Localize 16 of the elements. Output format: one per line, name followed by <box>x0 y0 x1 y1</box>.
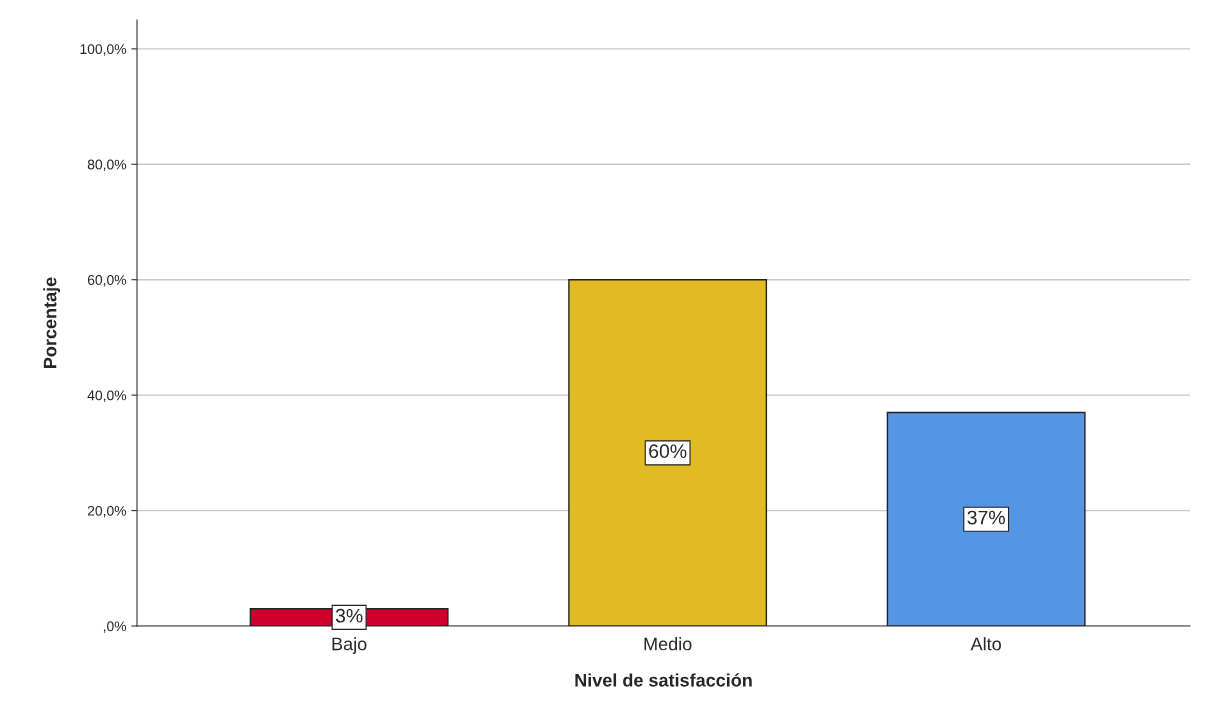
data-label: 37% <box>967 510 1005 525</box>
bar <box>886 411 1086 626</box>
x-tick-label: Alto <box>970 637 1001 651</box>
y-tick-label: 60,0% <box>87 275 127 287</box>
y-tick-label: 20,0% <box>87 505 127 518</box>
x-axis-title: Nivel de satisfacción <box>575 673 752 687</box>
x-tick-label: Bajo <box>332 637 367 654</box>
y-axis-title: Porcentaje <box>43 277 61 368</box>
y-tick-label: 80,0% <box>87 159 127 172</box>
y-tick-label: 40,0% <box>87 390 127 402</box>
data-label: 3% <box>335 608 363 623</box>
data-label: 60% <box>649 444 687 459</box>
y-tick-label: 100,0% <box>80 44 127 56</box>
x-tick-label: Medio <box>644 637 692 651</box>
bar <box>568 279 768 626</box>
y-tick-label: ,0% <box>103 621 127 633</box>
